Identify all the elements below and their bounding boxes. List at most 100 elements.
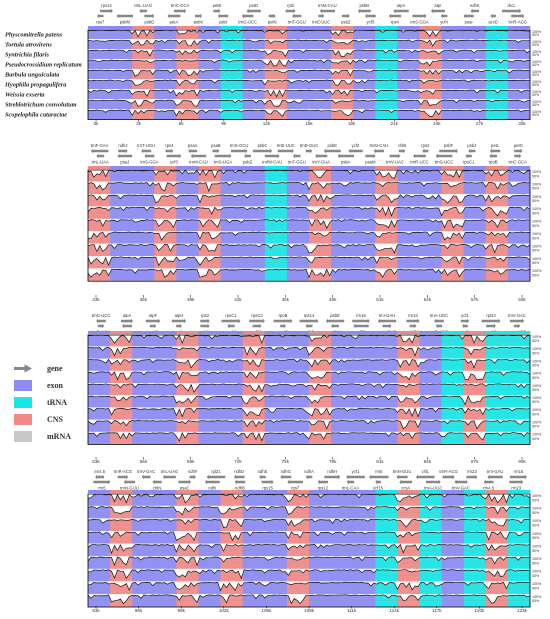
gene-label: trnS-UGA: [214, 160, 232, 165]
tick-label: 69k: [187, 459, 195, 464]
block-1-gene-track: rps12 trnL-UAG trnC-GCA petB petD rpl2 trnM-CA…: [96, 3, 527, 25]
gene-arrow: [141, 148, 152, 154]
gene-arrow: [324, 474, 341, 480]
block-frame: [87, 169, 531, 282]
tick-label: 114k: [389, 608, 399, 613]
gene-arrow: [117, 153, 133, 159]
percent-label-100: 100%: [532, 220, 542, 224]
species-track: 100%50%: [87, 69, 542, 80]
gene-label: trnR-ACG: [509, 20, 527, 25]
annotation-segment: [264, 26, 288, 29]
species-track: 100%50%: [87, 181, 542, 194]
gene-arrow: [200, 318, 210, 324]
annotation-segment: [485, 490, 509, 493]
species-label: Barbula unguiculata: [4, 72, 59, 79]
gene-arrow: [357, 8, 371, 14]
annotation-segment: [309, 166, 332, 169]
percent-label-100: 100%: [532, 519, 542, 523]
gene-label: petB: [213, 3, 222, 8]
species-label: Hyophila propagulifera: [4, 82, 66, 89]
gene-label: psaA: [188, 143, 198, 148]
gene-arrow: [287, 479, 304, 485]
annotation-segment: [375, 331, 398, 334]
similarity-curve: [87, 59, 531, 67]
annotation-segment: [176, 166, 199, 169]
percent-label-50: 50%: [532, 212, 540, 216]
gene-label: psbJ: [467, 143, 476, 148]
gene-label: rbcL: [508, 3, 517, 8]
gene-arrow: [409, 323, 417, 329]
tick-label: 105k: [261, 608, 272, 613]
similarity-gap: [88, 207, 530, 216]
annotation-segment: [485, 166, 509, 169]
gene-arrow: [514, 153, 522, 159]
gene-label: trnL-UAA: [92, 160, 109, 165]
gene-label: trnS-GGA: [140, 160, 159, 165]
gene-arrow: [233, 474, 245, 480]
similarity-gap: [88, 232, 530, 241]
similarity-curve: [87, 69, 531, 77]
similarity-curve: [87, 193, 531, 204]
percent-label-100: 100%: [532, 595, 542, 599]
annotation-segment: [309, 26, 332, 29]
gene-label: psbE: [327, 143, 337, 148]
similarity-gap: [88, 544, 530, 554]
gene-arrow: [90, 148, 109, 154]
gene-arrow: [299, 318, 319, 324]
annotation-segment: [397, 331, 420, 334]
gene-label: ycf2: [352, 143, 360, 148]
gene-label: trnA-UGC: [424, 486, 442, 491]
species-label: Weissia exserta: [5, 92, 45, 99]
gene-arrow: [365, 153, 376, 159]
gene-arrow: [99, 8, 113, 14]
gene-label: petD: [249, 3, 258, 8]
percent-label-50: 50%: [532, 376, 540, 380]
block-4-tracks: 100%50%100%50%100%50%100%50%100%50%100%5…: [87, 490, 542, 608]
annotation-segment: [220, 166, 243, 169]
percent-label-50: 50%: [532, 437, 540, 441]
annotation-segment: [353, 331, 376, 334]
gene-arrow: [165, 148, 174, 154]
tick-label: 84k: [424, 459, 432, 464]
gene-arrow: [189, 474, 196, 480]
gene-arrow: [317, 479, 329, 485]
gene-arrow: [315, 153, 328, 159]
percent-label-100: 100%: [532, 396, 542, 400]
percent-label-100: 100%: [532, 90, 542, 94]
gene-arrow: [388, 13, 402, 19]
tick-label: 81k: [376, 459, 384, 464]
block-1-species-labels: Physcomitrella patens Tortula atrovirens S…: [4, 32, 82, 119]
annotation-segment: [419, 331, 442, 334]
gene-label: rps4: [391, 20, 400, 25]
species-label: Tortula atrovirens: [5, 42, 52, 49]
gene-label: petL: [491, 143, 500, 148]
gene-label: trnG-UCC: [92, 313, 111, 318]
percent-label-100: 100%: [532, 257, 542, 261]
similarity-curve: [87, 109, 531, 117]
gene-arrow: [341, 13, 350, 19]
percent-label-100: 100%: [532, 408, 542, 412]
annotation-segment: [198, 331, 221, 334]
similarity-curve: [87, 39, 531, 47]
species-track: 100%50%: [87, 231, 542, 244]
similarity-curve: [87, 89, 531, 98]
similarity-curve: [87, 531, 531, 542]
species-track: 100%50%: [87, 493, 542, 506]
similarity-gap: [88, 594, 530, 604]
block-2-tracks: 100%50%100%50%100%50%100%50%100%50%100%5…: [87, 166, 542, 282]
gene-label: rrn5: [98, 486, 106, 491]
gene-label: psbF: [444, 143, 454, 148]
gene-arrow: [261, 479, 274, 485]
annotation-segment: [154, 331, 177, 334]
similarity-curve: [87, 268, 531, 279]
species-track: 100%50%: [87, 49, 542, 60]
species-track: 100%50%: [87, 431, 542, 444]
gene-label: atpA: [397, 3, 406, 8]
gene-arrow: [305, 323, 313, 329]
percent-label-100: 100%: [532, 232, 542, 236]
block-1-tracks: 100%50%100%50%100%50%100%50%100%50%100%5…: [87, 26, 542, 120]
gene-label: trnY-GUA: [312, 160, 330, 165]
block-2-ticks: 33k 36k 39k 42k 45k 48k 51k 54k 57k 60k: [92, 295, 526, 302]
annotation-segment: [419, 26, 442, 29]
gene-arrow: [212, 148, 220, 154]
